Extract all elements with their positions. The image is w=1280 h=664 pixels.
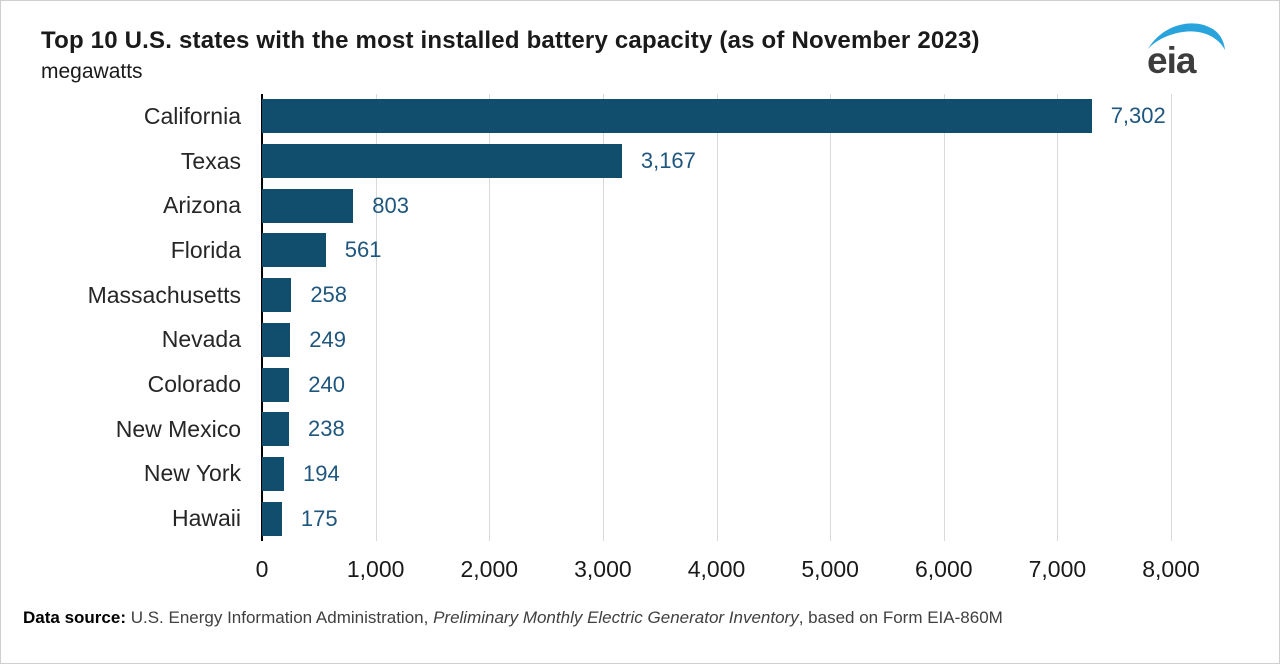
bar-row: Hawaii 175 xyxy=(41,496,1241,541)
x-axis: 0 1,000 2,000 3,000 4,000 5,000 6,000 7,000 8,00… xyxy=(256,556,1200,586)
gridline xyxy=(1057,94,1059,541)
bar-row: New Mexico 238 xyxy=(41,407,1241,452)
x-tick-label: 7,000 xyxy=(1028,556,1087,582)
eia-logo-text: eia xyxy=(1147,40,1196,81)
x-tick-label: 6,000 xyxy=(914,556,973,582)
gridline xyxy=(830,94,832,541)
bar-track: 7,302 xyxy=(262,94,1171,139)
chart-unit-subtitle: megawatts xyxy=(41,60,143,83)
bar xyxy=(262,278,292,313)
bar-track: 258 xyxy=(262,273,1171,318)
data-source-suffix: , based on Form EIA-860M xyxy=(798,608,1003,627)
bar-track: 240 xyxy=(262,362,1171,407)
bar xyxy=(262,456,285,491)
value-label: 240 xyxy=(308,371,345,397)
bar xyxy=(262,188,354,223)
bar xyxy=(262,99,1092,134)
bar-row: Massachusetts 258 xyxy=(41,273,1241,318)
category-label: Nevada xyxy=(161,326,241,353)
bar xyxy=(262,233,326,268)
y-axis-line xyxy=(261,94,263,541)
x-tick-label: 5,000 xyxy=(801,556,859,582)
bar-chart-plot: California 7,302 Texas 3,167 Arizona 803 Flori… xyxy=(41,94,1241,541)
bar-track: 175 xyxy=(262,496,1171,541)
category-label: Hawaii xyxy=(171,505,241,532)
gridline xyxy=(489,94,491,541)
bar xyxy=(262,367,290,402)
bar-track: 561 xyxy=(262,228,1171,273)
bar-row: Arizona 803 xyxy=(41,183,1241,228)
bar-row: Nevada 249 xyxy=(41,318,1241,363)
bar-track: 194 xyxy=(262,452,1171,497)
bar xyxy=(262,412,290,447)
x-tick-label: 4,000 xyxy=(687,556,746,582)
category-label: California xyxy=(143,102,241,129)
source-inventory-link[interactable]: Preliminary Monthly Electric Generator I… xyxy=(433,608,799,627)
category-label: Colorado xyxy=(147,371,241,398)
bar-row: California 7,302 xyxy=(41,94,1241,139)
chart-title: Top 10 U.S. states with the most install… xyxy=(41,27,980,54)
x-tick-label: 2,000 xyxy=(460,556,519,582)
category-label: Arizona xyxy=(163,192,241,219)
gridline xyxy=(943,94,945,541)
bar xyxy=(262,322,291,357)
data-source-label: Data source: xyxy=(23,608,126,627)
value-label: 249 xyxy=(309,326,346,352)
gridline xyxy=(1171,94,1172,541)
category-label: Florida xyxy=(170,236,241,263)
eia-logo: eia xyxy=(1145,19,1227,79)
category-label: Massachusetts xyxy=(87,281,241,308)
bar-row: Colorado 240 xyxy=(41,362,1241,407)
gridline xyxy=(375,94,377,541)
value-label: 561 xyxy=(344,237,382,263)
x-tick-label: 3,000 xyxy=(574,556,632,582)
bar xyxy=(262,144,622,179)
bar-track: 3,167 xyxy=(262,139,1171,184)
value-label: 175 xyxy=(300,505,338,531)
value-label: 238 xyxy=(308,416,345,442)
value-label: 194 xyxy=(303,460,340,486)
gridline xyxy=(602,94,604,541)
bar-track: 803 xyxy=(262,183,1171,228)
value-label: 7,302 xyxy=(1110,103,1166,129)
bar-row: Florida 561 xyxy=(41,228,1241,273)
bar xyxy=(262,501,282,536)
category-label: Texas xyxy=(180,147,241,174)
value-label: 803 xyxy=(372,192,409,218)
data-source-note: Data source: U.S. Energy Information Adm… xyxy=(23,608,1003,628)
x-tick-label: 0 xyxy=(255,556,269,582)
bar-track: 238 xyxy=(262,407,1171,452)
category-label: New York xyxy=(143,460,241,487)
value-label: 258 xyxy=(310,282,348,308)
gridline xyxy=(716,94,718,541)
category-label: New Mexico xyxy=(115,415,241,442)
eia-swoosh-icon xyxy=(1148,23,1225,50)
data-source-text: U.S. Energy Information Administration, xyxy=(125,608,434,627)
bar-rows: California 7,302 Texas 3,167 Arizona 803 Flori… xyxy=(41,94,1241,541)
x-tick-label: 1,000 xyxy=(346,556,405,582)
x-tick-label: 8,000 xyxy=(1142,556,1200,582)
bar-row: Texas 3,167 xyxy=(41,139,1241,184)
value-label: 3,167 xyxy=(640,148,696,174)
gridlines-layer xyxy=(261,94,1172,541)
bar-row: New York 194 xyxy=(41,452,1241,497)
bar-track: 249 xyxy=(262,318,1171,363)
